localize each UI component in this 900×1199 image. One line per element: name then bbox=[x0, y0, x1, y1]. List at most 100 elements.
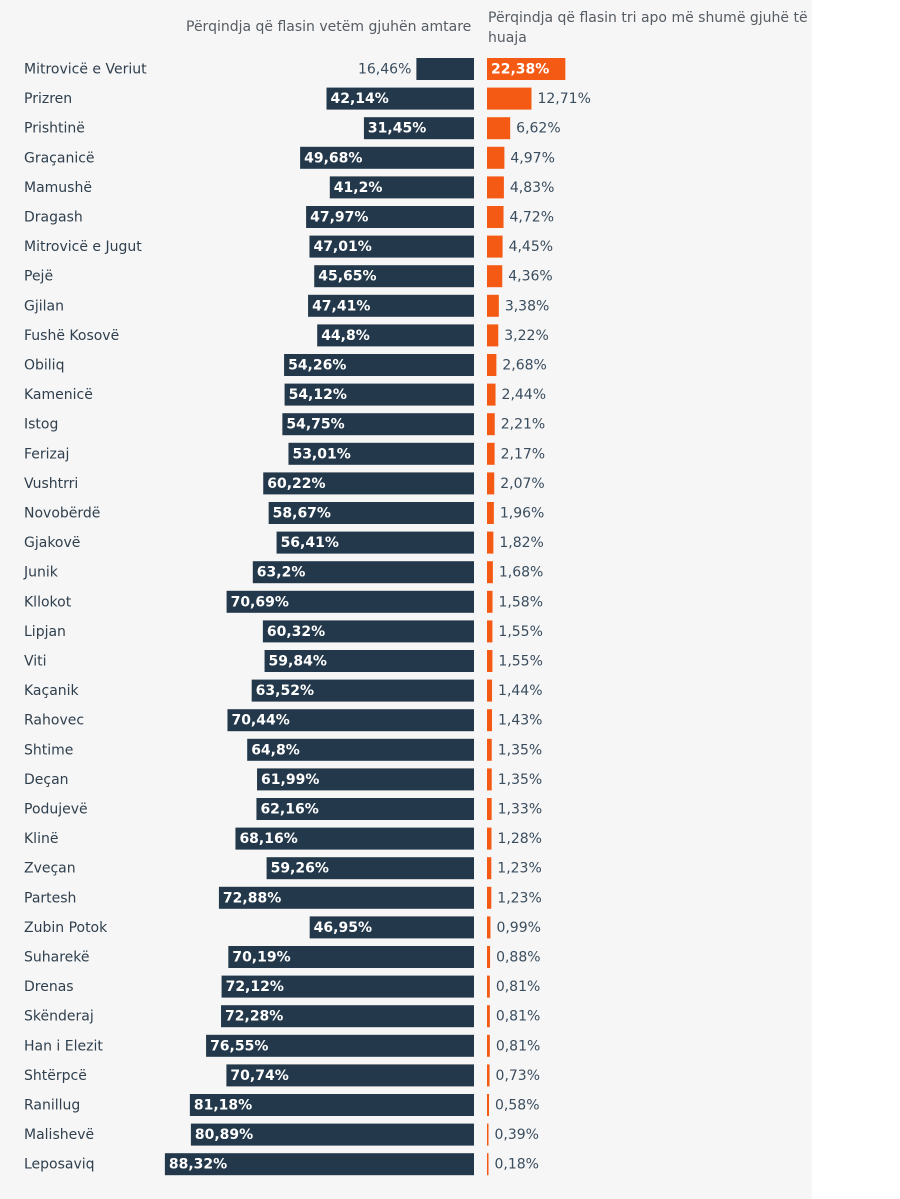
chart-row: Gjilan 47,41% 3,38% bbox=[24, 294, 549, 317]
right-bar bbox=[487, 383, 496, 406]
right-bar-value-label: 0,18% bbox=[495, 1157, 539, 1173]
left-bar bbox=[416, 58, 474, 80]
left-bar bbox=[263, 472, 474, 495]
right-bar bbox=[487, 1034, 490, 1057]
right-bar bbox=[487, 531, 494, 554]
right-bar bbox=[487, 738, 492, 761]
category-label: Viti bbox=[24, 654, 47, 670]
right-bar-value-label: 1,35% bbox=[498, 742, 542, 758]
left-bar-value-label: 63,52% bbox=[256, 683, 314, 699]
right-column-header: Përqindja që flasin tri apo më shumë gju… bbox=[488, 10, 808, 46]
right-bar bbox=[487, 620, 493, 643]
left-bar bbox=[266, 857, 474, 880]
chart-row: Novobërdë 58,67% 1,96% bbox=[24, 502, 544, 524]
category-label: Podujevë bbox=[24, 802, 88, 818]
left-bar bbox=[363, 117, 474, 140]
left-bar bbox=[308, 294, 474, 317]
chart-row: Kllokot 70,69% 1,58% bbox=[24, 590, 543, 613]
right-bar-value-label: 4,72% bbox=[510, 210, 554, 226]
right-bar bbox=[487, 442, 495, 465]
right-bar bbox=[487, 946, 491, 968]
left-bar-value-label: 54,75% bbox=[286, 417, 344, 433]
category-label: Zveçan bbox=[24, 861, 76, 877]
right-bar-value-label: 3,22% bbox=[504, 328, 548, 344]
left-bar bbox=[189, 1094, 474, 1116]
left-bar-value-label: 47,41% bbox=[312, 298, 370, 314]
right-bar-value-label: 1,82% bbox=[499, 535, 543, 551]
category-label: Obiliq bbox=[24, 358, 64, 374]
right-bar bbox=[487, 146, 505, 169]
right-bar-value-label: 2,21% bbox=[501, 417, 545, 433]
right-bar-value-label: 2,44% bbox=[502, 387, 546, 403]
right-bar-value-label: 2,07% bbox=[500, 476, 544, 492]
category-label: Malishevë bbox=[24, 1127, 94, 1143]
chart-row: Zveçan 59,26% 1,23% bbox=[24, 857, 542, 880]
left-bar-value-label: 72,28% bbox=[225, 1009, 283, 1025]
chart-row: Rahovec 70,44% 1,43% bbox=[24, 709, 542, 732]
chart-row: Graçanicë 49,68% 4,97% bbox=[24, 146, 555, 169]
category-label: Vushtrri bbox=[24, 476, 78, 492]
category-label: Gjilan bbox=[24, 298, 64, 314]
right-bar bbox=[487, 679, 493, 702]
category-label: Skënderaj bbox=[24, 1009, 94, 1025]
right-bar-value-label: 1,33% bbox=[498, 802, 542, 818]
left-bar-value-label: 46,95% bbox=[314, 920, 372, 936]
chart-row: Klinë 68,16% 1,28% bbox=[24, 827, 542, 850]
category-label: Han i Elezit bbox=[24, 1038, 103, 1054]
chart-row: Deçan 61,99% 1,35% bbox=[24, 768, 542, 791]
right-bar bbox=[487, 916, 491, 939]
chart-row: Pejë 45,65% 4,36% bbox=[24, 265, 553, 288]
category-label: Ranillug bbox=[24, 1098, 80, 1114]
chart-row: Leposaviq 88,32% 0,18% bbox=[24, 1153, 539, 1176]
right-bar-value-label: 1,58% bbox=[499, 594, 543, 610]
left-bar bbox=[206, 1034, 474, 1057]
left-bar bbox=[262, 620, 474, 643]
left-bar-value-label: 70,44% bbox=[231, 713, 289, 729]
left-bar-value-label: 54,12% bbox=[289, 387, 347, 403]
right-bar-value-label: 3,38% bbox=[505, 298, 549, 314]
left-bar-value-label: 70,19% bbox=[232, 950, 290, 966]
right-bar-value-label: 1,55% bbox=[498, 624, 542, 640]
left-bar-value-label: 31,45% bbox=[368, 121, 426, 137]
right-bar-value-label: 0,88% bbox=[496, 950, 540, 966]
left-bar bbox=[309, 916, 474, 939]
right-bar bbox=[487, 975, 490, 998]
right-bar-value-label: 1,68% bbox=[499, 565, 543, 581]
category-label: Suharekë bbox=[24, 950, 90, 966]
category-label: Ferizaj bbox=[24, 446, 69, 462]
category-label: Mitrovicë e Jugut bbox=[24, 239, 142, 255]
left-bar-value-label: 54,26% bbox=[288, 358, 346, 374]
right-bar bbox=[487, 886, 492, 909]
right-bar bbox=[487, 58, 566, 80]
right-bar-value-label: 0,81% bbox=[496, 1009, 540, 1025]
right-bar-value-label: 0,58% bbox=[495, 1098, 539, 1114]
left-bar-value-label: 45,65% bbox=[318, 269, 376, 285]
right-bar-value-label: 2,68% bbox=[502, 358, 546, 374]
chart-row: Vushtrri 60,22% 2,07% bbox=[24, 472, 545, 495]
right-bar bbox=[487, 176, 504, 199]
left-bar-value-label: 76,55% bbox=[210, 1038, 268, 1054]
category-label: Prizren bbox=[24, 91, 72, 107]
right-bar-value-label: 0,39% bbox=[495, 1127, 539, 1143]
left-bar-value-label: 49,68% bbox=[304, 150, 362, 166]
chart-row: Fushë Kosovë 44,8% 3,22% bbox=[24, 324, 549, 347]
left-bar bbox=[218, 886, 474, 909]
right-bar-value-label: 1,55% bbox=[498, 654, 542, 670]
left-bar-value-label: 56,41% bbox=[281, 535, 339, 551]
left-bar-value-label: 81,18% bbox=[194, 1098, 252, 1114]
right-bar bbox=[487, 798, 492, 820]
category-label: Dragash bbox=[24, 210, 83, 226]
left-bar bbox=[282, 413, 474, 436]
left-bar-value-label: 72,12% bbox=[226, 979, 284, 995]
category-label: Leposaviq bbox=[24, 1157, 95, 1173]
right-bar bbox=[487, 294, 499, 317]
right-bar-value-label: 22,38% bbox=[491, 62, 549, 78]
chart-row: Mamushë 41,2% 4,83% bbox=[24, 176, 554, 199]
left-bar bbox=[268, 502, 474, 524]
category-label: Lipjan bbox=[24, 624, 66, 640]
right-bar bbox=[487, 206, 504, 228]
left-bar bbox=[326, 87, 474, 110]
left-bar-value-label: 70,74% bbox=[230, 1068, 288, 1084]
category-label: Pejë bbox=[24, 269, 53, 285]
left-bar bbox=[264, 650, 474, 672]
